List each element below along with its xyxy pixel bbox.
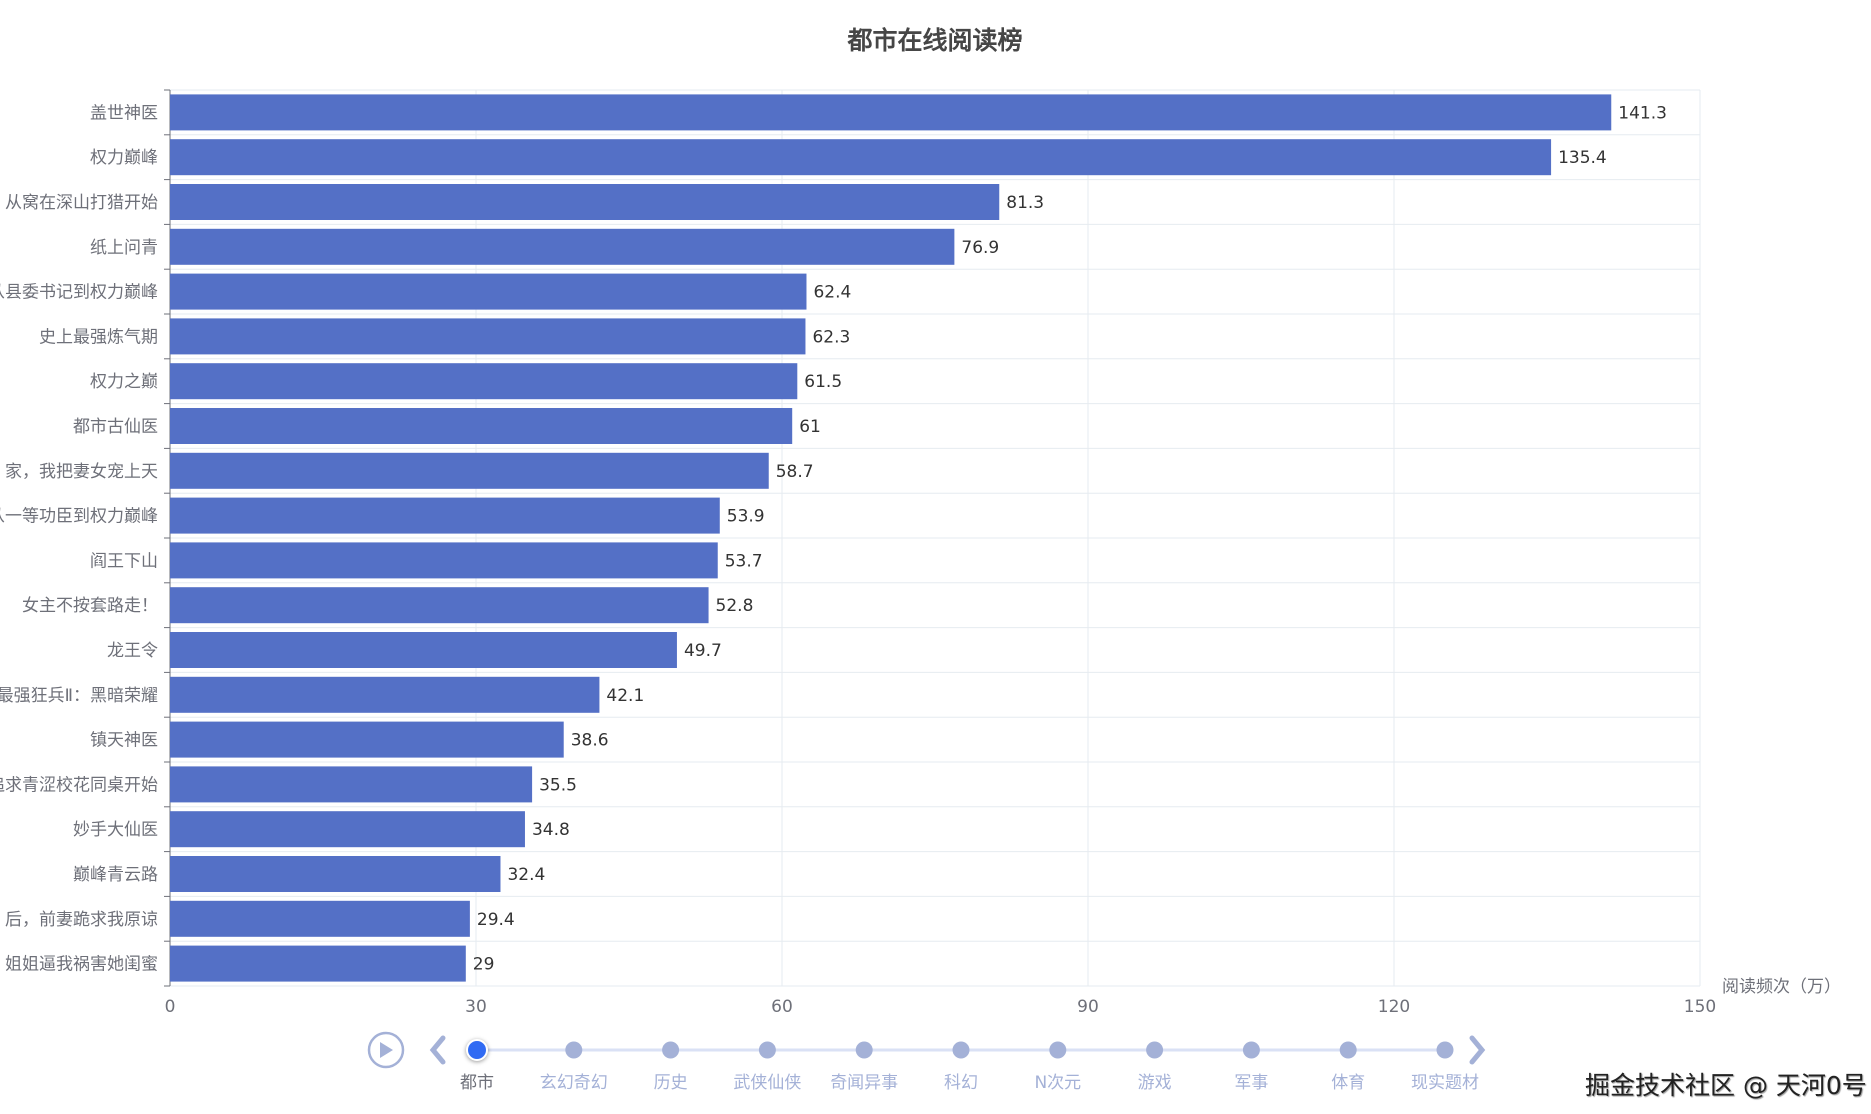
next-arrow-icon[interactable] bbox=[1469, 1035, 1486, 1065]
bar[interactable] bbox=[170, 856, 501, 892]
bar[interactable] bbox=[170, 228, 955, 265]
bar[interactable] bbox=[170, 945, 466, 982]
chart-title: 都市在线阅读榜 bbox=[846, 26, 1022, 55]
timeline-label[interactable]: 玄幻奇幻 bbox=[540, 1073, 608, 1093]
y-category-label: 权力之巅 bbox=[90, 372, 158, 392]
timeline-point[interactable] bbox=[662, 1041, 680, 1059]
y-category-label: 妙手大仙医 bbox=[73, 820, 158, 840]
y-category-label: 都市古仙医 bbox=[73, 417, 158, 437]
bar-value-label: 34.8 bbox=[532, 820, 570, 840]
bar[interactable] bbox=[170, 721, 564, 758]
y-category-label: 从县委书记到权力巅峰 bbox=[0, 283, 158, 303]
bar-value-label: 141.3 bbox=[1618, 103, 1667, 123]
bar[interactable] bbox=[170, 900, 470, 937]
x-tick-label: 30 bbox=[465, 997, 487, 1017]
y-category-label: 从追求青涩校花同桌开始 bbox=[0, 775, 158, 795]
bar-value-label: 62.4 bbox=[813, 283, 851, 303]
bar-value-label: 61.5 bbox=[804, 372, 842, 392]
bar[interactable] bbox=[170, 273, 807, 310]
y-category-label: 盖世神医 bbox=[90, 103, 158, 123]
timeline-point[interactable] bbox=[1146, 1041, 1164, 1059]
bar[interactable] bbox=[170, 184, 1000, 220]
x-tick-label: 0 bbox=[165, 997, 176, 1017]
y-category-label: 龙王令 bbox=[107, 641, 158, 661]
timeline-point[interactable] bbox=[758, 1041, 776, 1059]
bar[interactable] bbox=[170, 318, 806, 355]
y-category-label: 史上最强炼气期 bbox=[39, 327, 158, 347]
timeline-point[interactable] bbox=[952, 1041, 970, 1059]
timeline-label[interactable]: 历史 bbox=[654, 1073, 688, 1093]
y-category-label: 阎王下山 bbox=[90, 551, 158, 571]
timeline-label[interactable]: 现实题材 bbox=[1411, 1073, 1479, 1093]
bar[interactable] bbox=[170, 542, 718, 579]
y-category-label: 从一等功臣到权力巅峰 bbox=[0, 507, 158, 527]
timeline-point[interactable] bbox=[1436, 1041, 1454, 1059]
timeline-point[interactable] bbox=[1339, 1041, 1357, 1059]
y-category-label: 姐姐逼我祸害她闺蜜 bbox=[5, 955, 158, 975]
bar[interactable] bbox=[170, 676, 600, 713]
timeline-label[interactable]: 游戏 bbox=[1138, 1073, 1172, 1093]
timeline-point[interactable] bbox=[565, 1041, 583, 1059]
bar-value-label: 135.4 bbox=[1558, 148, 1607, 168]
bar-value-label: 61 bbox=[799, 417, 821, 437]
bar-value-label: 35.5 bbox=[539, 775, 577, 795]
bar-value-label: 53.7 bbox=[725, 551, 763, 571]
bar-value-label: 62.3 bbox=[812, 327, 850, 347]
y-category-label: 权力巅峰 bbox=[90, 148, 158, 168]
bar[interactable] bbox=[170, 363, 798, 400]
y-category-label: 巅峰青云路 bbox=[73, 865, 158, 885]
bar[interactable] bbox=[170, 408, 793, 444]
x-tick-label: 60 bbox=[771, 997, 793, 1017]
bar-value-label: 76.9 bbox=[961, 238, 999, 258]
bar[interactable] bbox=[170, 766, 533, 803]
bar-value-label: 81.3 bbox=[1006, 193, 1044, 213]
y-category-label: 最强狂兵Ⅱ：黑暗荣耀 bbox=[0, 686, 158, 706]
y-category-label: 从窝在深山打猎开始 bbox=[5, 193, 158, 213]
bar[interactable] bbox=[170, 632, 677, 668]
watermark: 掘金技术社区 @ 天河0号 bbox=[1585, 1071, 1867, 1100]
prev-arrow-icon[interactable] bbox=[429, 1035, 446, 1065]
bar[interactable] bbox=[170, 139, 1552, 176]
x-tick-label: 90 bbox=[1077, 997, 1099, 1017]
bar-value-label: 49.7 bbox=[684, 641, 722, 661]
timeline-point[interactable] bbox=[1242, 1041, 1260, 1059]
bar-value-label: 32.4 bbox=[507, 865, 545, 885]
bar-value-label: 52.8 bbox=[716, 596, 754, 616]
y-category-label: 女主不按套路走！ bbox=[22, 596, 158, 616]
timeline-point[interactable] bbox=[466, 1039, 488, 1061]
timeline-point[interactable] bbox=[1049, 1041, 1067, 1059]
timeline-label[interactable]: 都市 bbox=[460, 1073, 494, 1093]
timeline-label[interactable]: N次元 bbox=[1034, 1073, 1081, 1093]
bar-value-label: 29 bbox=[473, 955, 495, 975]
bar-value-label: 58.7 bbox=[776, 462, 814, 482]
timeline-point[interactable] bbox=[855, 1041, 873, 1059]
y-category-label: 后，前妻跪求我原谅 bbox=[5, 910, 158, 930]
bar-value-label: 42.1 bbox=[606, 686, 644, 706]
bar-value-label: 38.6 bbox=[571, 731, 609, 751]
bar[interactable] bbox=[170, 452, 769, 489]
y-category-label: 家，我把妻女宠上天 bbox=[5, 462, 158, 482]
play-icon bbox=[380, 1042, 393, 1058]
y-category-label: 镇天神医 bbox=[90, 731, 158, 751]
bar[interactable] bbox=[170, 811, 525, 848]
y-category-label: 纸上问青 bbox=[90, 238, 158, 258]
x-axis-name: 阅读频次（万） bbox=[1722, 977, 1841, 997]
timeline-label[interactable]: 奇闻异事 bbox=[830, 1073, 898, 1093]
bar[interactable] bbox=[170, 497, 720, 534]
bar-value-label: 29.4 bbox=[477, 910, 515, 930]
bar[interactable] bbox=[170, 94, 1612, 131]
bar[interactable] bbox=[170, 587, 709, 624]
timeline-label[interactable]: 武侠仙侠 bbox=[733, 1073, 801, 1093]
x-tick-label: 120 bbox=[1378, 997, 1410, 1017]
bar-value-label: 53.9 bbox=[727, 507, 765, 527]
timeline-label[interactable]: 军事 bbox=[1234, 1073, 1268, 1093]
x-tick-label: 150 bbox=[1684, 997, 1716, 1017]
timeline-label[interactable]: 体育 bbox=[1331, 1073, 1365, 1093]
timeline-label[interactable]: 科幻 bbox=[944, 1073, 978, 1093]
